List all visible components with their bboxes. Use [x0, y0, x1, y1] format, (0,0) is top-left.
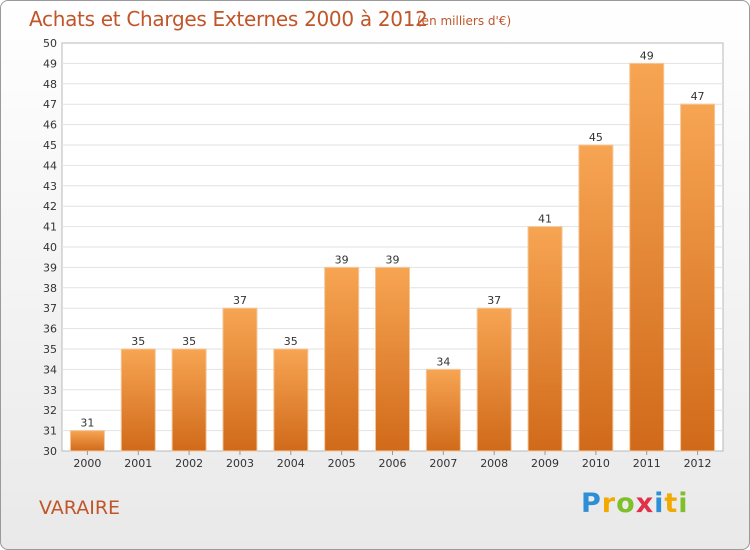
bar-2001	[120, 348, 156, 452]
logo-letter: i	[678, 488, 689, 519]
y-tick-label: 48	[43, 78, 57, 91]
y-tick-label: 47	[43, 98, 57, 111]
y-tick-label: 39	[43, 261, 57, 274]
y-tick-label: 34	[43, 363, 57, 376]
x-tick-label: 2004	[277, 457, 305, 470]
y-tick-label: 49	[43, 57, 57, 70]
bar-value-label: 35	[182, 335, 196, 348]
y-tick-label: 31	[43, 425, 57, 438]
y-tick-label: 46	[43, 119, 57, 132]
logo-letter: x	[635, 488, 655, 519]
logo-letter: i	[654, 488, 665, 519]
bar-2011	[629, 62, 665, 452]
y-tick-label: 32	[43, 404, 57, 417]
bar-2008	[476, 307, 512, 452]
x-tick-label: 2003	[226, 457, 254, 470]
y-tick-label: 41	[43, 221, 57, 234]
bar-value-label: 41	[538, 213, 552, 226]
proxiti-logo[interactable]: Proxiti	[581, 488, 689, 519]
x-tick-label: 2011	[633, 457, 661, 470]
x-tick-label: 2009	[531, 457, 559, 470]
bar-value-label: 47	[691, 90, 705, 103]
y-tick-label: 42	[43, 200, 57, 213]
bar-value-label: 39	[386, 253, 400, 266]
bar-value-label: 31	[80, 417, 94, 430]
bar-value-label: 45	[589, 131, 603, 144]
bar-2003	[222, 307, 258, 452]
bar-value-label: 49	[640, 49, 654, 62]
y-tick-label: 44	[43, 159, 57, 172]
bar-2002	[171, 348, 207, 452]
bar-value-label: 35	[131, 335, 145, 348]
bar-2005	[324, 266, 360, 452]
y-tick-label: 33	[43, 384, 57, 397]
y-tick-label: 40	[43, 241, 57, 254]
y-tick-label: 30	[43, 445, 57, 458]
bar-2000	[69, 430, 105, 452]
logo-letter: o	[616, 488, 636, 519]
logo-letter: r	[601, 488, 617, 519]
bar-2006	[375, 266, 410, 452]
y-tick-label: 38	[43, 282, 57, 295]
x-tick-label: 2008	[480, 457, 508, 470]
bar-value-label: 37	[487, 294, 501, 307]
bar-2010	[578, 144, 614, 452]
x-tick-label: 2012	[684, 457, 712, 470]
y-tick-label: 43	[43, 180, 57, 193]
x-tick-label: 2005	[328, 457, 356, 470]
x-tick-label: 2007	[429, 457, 457, 470]
x-tick-label: 2010	[582, 457, 610, 470]
place-name: VARAIRE	[39, 497, 121, 519]
bar-value-label: 35	[284, 335, 298, 348]
bar-value-label: 37	[233, 294, 247, 307]
bar-2004	[273, 348, 309, 452]
logo-letter: t	[664, 488, 679, 519]
bar-2012	[680, 103, 716, 452]
x-tick-label: 2006	[379, 457, 407, 470]
chart-title: Achats et Charges Externes 2000 à 2012	[29, 7, 428, 31]
y-tick-label: 35	[43, 343, 57, 356]
x-tick-label: 2001	[124, 457, 152, 470]
y-tick-label: 45	[43, 139, 57, 152]
logo-letter: P	[581, 488, 602, 519]
x-tick-label: 2002	[175, 457, 203, 470]
y-tick-label: 50	[43, 37, 57, 50]
bar-2007	[425, 368, 461, 452]
bar-value-label: 34	[436, 355, 450, 368]
chart-subtitle: (en milliers d'€)	[417, 14, 512, 28]
bar-2009	[527, 226, 563, 452]
x-tick-label: 2000	[73, 457, 101, 470]
y-tick-label: 36	[43, 323, 57, 336]
bar-value-label: 39	[335, 253, 349, 266]
y-tick-label: 37	[43, 302, 57, 315]
